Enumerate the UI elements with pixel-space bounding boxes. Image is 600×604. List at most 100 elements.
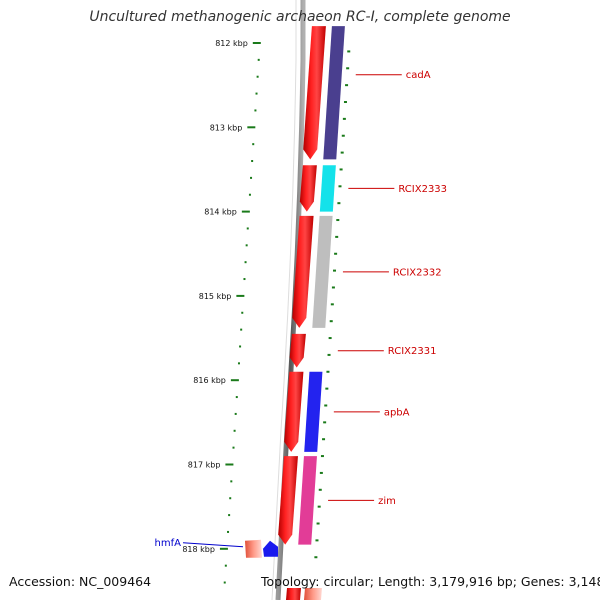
ruler-minor-tick bbox=[345, 84, 349, 87]
ruler-minor-tick bbox=[257, 58, 260, 61]
ruler-minor-tick bbox=[229, 497, 232, 500]
gene-category-bar-rcix2332[interactable] bbox=[312, 215, 333, 328]
ruler-minor-tick bbox=[246, 227, 249, 230]
ruler-minor-tick bbox=[319, 471, 323, 474]
ruler-minor-tick bbox=[248, 193, 251, 196]
gene-arrow-rcix2333[interactable] bbox=[299, 165, 317, 212]
ruler-minor-tick bbox=[228, 514, 231, 517]
ruler-minor-tick bbox=[324, 404, 328, 407]
gene-arrow-hmfa[interactable] bbox=[263, 540, 278, 557]
ruler-minor-tick bbox=[235, 396, 238, 399]
gene-arrow-cada[interactable] bbox=[303, 26, 326, 160]
ruler-minor-tick bbox=[337, 202, 341, 205]
ruler-minor-tick bbox=[234, 412, 237, 415]
gene-category-bar-cada[interactable] bbox=[323, 26, 345, 160]
gene-arrow-zim[interactable] bbox=[278, 456, 298, 545]
ruler-tick-label: 812 kbp bbox=[215, 39, 248, 48]
ruler-minor-tick bbox=[230, 480, 233, 483]
ruler-minor-tick bbox=[342, 117, 346, 120]
gene-label-hmfa[interactable]: hmfA bbox=[155, 538, 182, 549]
ruler-tick-label: 813 kbp bbox=[210, 123, 243, 132]
ruler-minor-tick bbox=[343, 101, 347, 104]
ruler-minor-tick bbox=[318, 488, 322, 491]
gene-label-rcix2333[interactable]: RCIX2333 bbox=[398, 184, 447, 195]
gene-category-bar-rcix2333[interactable] bbox=[319, 165, 336, 212]
ruler-minor-tick bbox=[224, 564, 227, 567]
ruler-minor-tick bbox=[329, 320, 333, 323]
ruler-tick-label: 817 kbp bbox=[188, 461, 221, 470]
ruler-minor-tick bbox=[328, 337, 332, 340]
gene-label-zim[interactable]: zim bbox=[378, 496, 396, 507]
length-text: Length: 3,179,916 bp; bbox=[377, 574, 517, 589]
gene-label-apba[interactable]: apbA bbox=[384, 407, 410, 418]
ruler-minor-tick bbox=[335, 235, 339, 238]
backbone-shadow bbox=[271, 0, 297, 601]
ruler-minor-tick bbox=[233, 429, 236, 432]
ruler-minor-tick bbox=[250, 176, 253, 179]
gene-label-cada[interactable]: cadA bbox=[406, 70, 431, 81]
ruler-minor-tick bbox=[346, 67, 350, 70]
gene-arrow-rcix2331[interactable] bbox=[289, 333, 306, 368]
topology-text: Topology: circular; bbox=[261, 574, 374, 589]
gene-arrow-apba[interactable] bbox=[284, 371, 304, 452]
gene-arrow-continued[interactable] bbox=[304, 588, 322, 600]
ruler-minor-tick bbox=[320, 455, 324, 458]
ruler-minor-tick bbox=[336, 219, 340, 222]
forward-strand-track bbox=[245, 26, 326, 600]
ruler-minor-tick bbox=[314, 556, 318, 559]
ruler-minor-tick bbox=[317, 505, 321, 508]
gene-leader-line bbox=[182, 542, 244, 548]
gene-arrow-rcix2332[interactable] bbox=[292, 215, 314, 328]
ruler-minor-tick bbox=[334, 252, 338, 255]
gene-category-bar-apba[interactable] bbox=[304, 371, 323, 452]
ruler-minor-tick bbox=[237, 362, 240, 365]
ruler-minor-tick bbox=[333, 269, 337, 272]
ruler-minor-tick bbox=[338, 185, 342, 188]
ruler-minor-tick bbox=[315, 539, 319, 542]
ruler-minor-tick bbox=[323, 421, 327, 424]
ruler-minor-tick bbox=[340, 151, 344, 154]
ruler-minor-tick bbox=[232, 446, 235, 449]
ruler-minor-tick bbox=[331, 286, 335, 289]
gene-arrow-continued[interactable] bbox=[286, 588, 301, 600]
gene-label-rcix2332[interactable]: RCIX2332 bbox=[393, 267, 442, 278]
ruler-minor-tick bbox=[327, 353, 331, 356]
ruler-tick-label: 816 kbp bbox=[193, 376, 226, 385]
ruler-minor-tick bbox=[339, 168, 343, 171]
ruler-minor-tick bbox=[254, 109, 257, 112]
genome-title: Uncultured methanogenic archaeon RC-I, c… bbox=[89, 9, 511, 25]
ruler-minor-tick bbox=[341, 134, 345, 137]
ruler-minor-tick bbox=[330, 303, 334, 306]
accession-text: Accession: NC_009464 bbox=[9, 574, 152, 589]
cog-color-track bbox=[298, 26, 345, 545]
ruler-minor-tick bbox=[245, 244, 248, 247]
gene-category-bar-zim[interactable] bbox=[298, 456, 317, 545]
ruler-minor-tick bbox=[255, 92, 258, 95]
ruler-minor-tick bbox=[227, 530, 230, 533]
ruler-minor-tick bbox=[223, 581, 226, 584]
ruler-minor-tick bbox=[325, 387, 329, 390]
ruler-minor-tick bbox=[326, 370, 330, 373]
ruler-minor-tick bbox=[252, 143, 255, 146]
genome-summary: Topology: circular; Length: 3,179,916 bp… bbox=[261, 574, 600, 589]
ruler-tick-label: 815 kbp bbox=[199, 292, 232, 301]
ruler-minor-tick bbox=[244, 261, 247, 264]
gene-labels: cadA RCIX2333 RCIX2332 RCIX2331 apbA zim hmfA bbox=[155, 70, 447, 549]
ruler-minor-tick bbox=[239, 345, 242, 348]
ruler-minor-tick bbox=[316, 522, 320, 525]
ruler-minor-tick bbox=[256, 75, 259, 78]
gene-label-rcix2331[interactable]: RCIX2331 bbox=[388, 346, 437, 357]
ruler-minor-tick bbox=[240, 328, 243, 331]
ruler-minor-tick bbox=[241, 311, 244, 314]
ruler: 812 kbp 813 kbp 814 kbp 815 kbp 816 kbp 817 k… bbox=[182, 39, 351, 584]
gene-arrow-neighbor[interactable] bbox=[245, 539, 262, 558]
ruler-tick-label: 814 kbp bbox=[204, 208, 237, 217]
genes-count-text: Genes: 3,148 bbox=[520, 574, 600, 589]
ruler-minor-tick bbox=[322, 438, 326, 441]
ruler-tick-label: 818 kbp bbox=[182, 545, 215, 554]
ruler-minor-tick bbox=[251, 160, 254, 163]
ruler-minor-tick bbox=[243, 278, 246, 281]
ruler-minor-tick bbox=[347, 50, 351, 53]
